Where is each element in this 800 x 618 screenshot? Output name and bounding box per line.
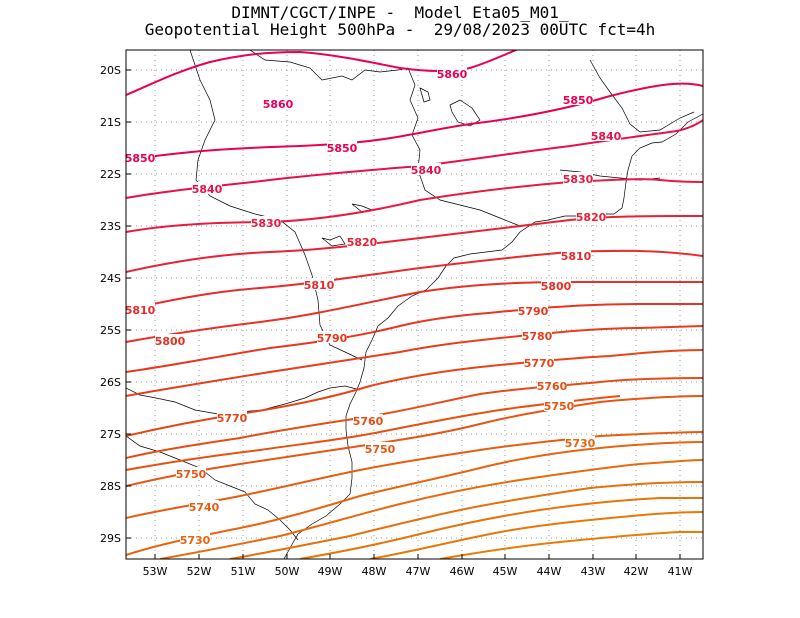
contour-label-5730: 5730 bbox=[180, 534, 211, 547]
contour-line-unlabeled bbox=[229, 481, 703, 559]
state-border bbox=[249, 50, 521, 227]
lat-tick-label: 24S bbox=[100, 272, 121, 285]
lat-tick-label: 28S bbox=[100, 480, 121, 493]
contour-line-5770 bbox=[126, 349, 703, 437]
contour-line-5850 bbox=[126, 82, 703, 161]
contour-label-5830: 5830 bbox=[563, 173, 594, 186]
state-border bbox=[189, 50, 363, 361]
state-border bbox=[126, 385, 361, 415]
lat-tick-label: 29S bbox=[100, 532, 121, 545]
contour-line-5760 bbox=[126, 377, 703, 459]
lat-tick-label: 27S bbox=[100, 428, 121, 441]
latitude-axis: 20S 21S 22S 23S 24S 25S 26S 27S 28S 29S bbox=[100, 64, 131, 545]
contour-labels: 5860 5860 5850 5850 5850 5840 5840 5840 5830 5830… bbox=[125, 67, 622, 547]
contour-line-unlabeled bbox=[126, 395, 621, 471]
contour-label-5750: 5750 bbox=[176, 468, 207, 481]
lon-tick-label: 43W bbox=[581, 565, 606, 578]
title-line-model: DIMNT/CGCT/INPE - Model Eta05_M01_ bbox=[231, 3, 569, 22]
contour-line-5790 bbox=[126, 303, 703, 373]
contour-line-unlabeled bbox=[299, 497, 703, 559]
geopotential-contours bbox=[126, 50, 703, 559]
contour-label-5760: 5760 bbox=[537, 380, 568, 393]
lat-tick-label: 21S bbox=[100, 116, 121, 129]
lat-tick-label: 20S bbox=[100, 64, 121, 77]
longitude-axis: 53W 52W 51W 50W 49W 48W 47W 46W 45W 44W 43W 42W 41W bbox=[143, 554, 693, 578]
contour-line-5830 bbox=[126, 178, 703, 233]
contour-line-5740 bbox=[126, 431, 703, 519]
lat-tick-label: 26S bbox=[100, 376, 121, 389]
title-line-field: Geopotential Height 500hPa - 29/08/2023 … bbox=[144, 20, 656, 39]
contour-line-5800 bbox=[126, 280, 703, 343]
contour-label-5800: 5800 bbox=[155, 335, 186, 348]
reservoir bbox=[321, 235, 346, 247]
contour-label-5780: 5780 bbox=[522, 330, 553, 343]
contour-label-5820: 5820 bbox=[347, 236, 378, 249]
lon-tick-label: 50W bbox=[275, 565, 300, 578]
lagoon bbox=[419, 87, 431, 103]
contour-line-5810 bbox=[126, 249, 703, 311]
contour-label-5750: 5750 bbox=[365, 443, 396, 456]
contour-label-5850: 5850 bbox=[563, 94, 594, 107]
lon-tick-label: 47W bbox=[406, 565, 431, 578]
contour-label-5810: 5810 bbox=[304, 279, 335, 292]
contour-line-5750 bbox=[126, 395, 703, 487]
contour-label-5850: 5850 bbox=[125, 152, 156, 165]
lagoon bbox=[449, 99, 481, 127]
lon-tick-label: 46W bbox=[450, 565, 475, 578]
contour-label-5770: 5770 bbox=[524, 357, 555, 370]
contour-line-unlabeled bbox=[369, 511, 703, 559]
contour-line-5840 bbox=[126, 119, 703, 199]
coastline bbox=[283, 113, 703, 559]
contour-line-5820 bbox=[126, 215, 703, 273]
lat-tick-label: 23S bbox=[100, 220, 121, 233]
contour-label-5830: 5830 bbox=[251, 217, 282, 230]
contour-label-5840: 5840 bbox=[591, 130, 622, 143]
contour-line-unlabeled bbox=[159, 459, 703, 559]
contour-label-5800: 5800 bbox=[541, 280, 572, 293]
lon-tick-label: 51W bbox=[231, 565, 256, 578]
contour-label-5790: 5790 bbox=[317, 332, 348, 345]
contour-label-5810: 5810 bbox=[561, 250, 592, 263]
lat-tick-label: 25S bbox=[100, 324, 121, 337]
lon-tick-label: 49W bbox=[318, 565, 343, 578]
lon-tick-label: 45W bbox=[493, 565, 518, 578]
contour-line-5780 bbox=[126, 325, 703, 397]
contour-line-5860 bbox=[126, 50, 519, 96]
lat-tick-label: 22S bbox=[100, 168, 121, 181]
contour-line-unlabeled bbox=[439, 531, 703, 559]
contour-label-5810: 5810 bbox=[125, 304, 156, 317]
contour-label-5740: 5740 bbox=[189, 501, 220, 514]
contour-label-5850: 5850 bbox=[327, 142, 358, 155]
contour-label-5860: 5860 bbox=[437, 68, 468, 81]
contour-line-5730 bbox=[126, 441, 703, 556]
map-frame bbox=[125, 49, 704, 560]
contour-label-5840: 5840 bbox=[411, 164, 442, 177]
lon-tick-label: 42W bbox=[624, 565, 649, 578]
contour-label-5840: 5840 bbox=[192, 183, 223, 196]
lon-tick-label: 48W bbox=[362, 565, 387, 578]
contour-label-5770: 5770 bbox=[217, 412, 248, 425]
contour-label-5750: 5750 bbox=[544, 400, 575, 413]
contour-label-5860: 5860 bbox=[263, 98, 294, 111]
lon-tick-label: 53W bbox=[143, 565, 168, 578]
lon-tick-label: 41W bbox=[668, 565, 693, 578]
lon-tick-label: 44W bbox=[537, 565, 562, 578]
lon-tick-label: 52W bbox=[187, 565, 212, 578]
contour-label-5760: 5760 bbox=[353, 415, 384, 428]
map-title: DIMNT/CGCT/INPE - Model Eta05_M01_ Geopo… bbox=[0, 4, 800, 38]
contour-label-5730: 5730 bbox=[565, 437, 596, 450]
contour-label-5790: 5790 bbox=[518, 305, 549, 318]
state-border bbox=[589, 59, 695, 133]
contour-label-5820: 5820 bbox=[576, 211, 607, 224]
